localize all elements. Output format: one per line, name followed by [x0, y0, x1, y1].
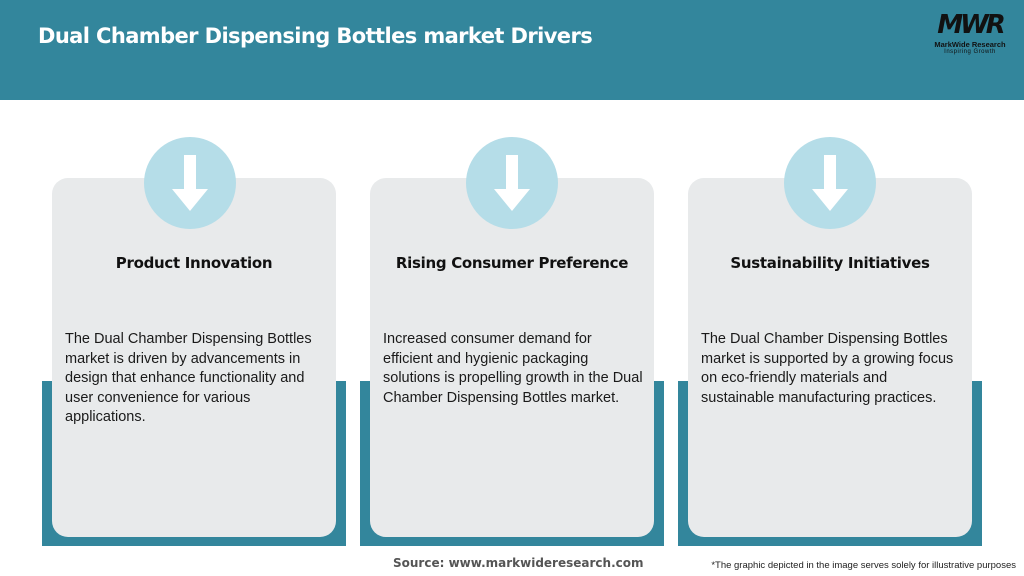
driver-card-rising-consumer-preference: Rising Consumer Preference Increased con… — [370, 178, 654, 537]
card-body: The Dual Chamber Dispensing Bottles mark… — [65, 331, 312, 425]
logo-mark: MWR — [937, 10, 1006, 40]
page-title: Dual Chamber Dispensing Bottles market D… — [38, 24, 593, 48]
driver-card-sustainability-initiatives: Sustainability Initiatives The Dual Cham… — [688, 178, 972, 537]
card-body: Increased consumer demand for efficient … — [383, 331, 643, 406]
card-title: Sustainability Initiatives — [730, 254, 930, 272]
arrow-down-icon — [144, 137, 236, 229]
logo-tagline: Inspiring Growth — [944, 49, 996, 55]
logo: MWR MarkWide Research Inspiring Growth — [924, 10, 1016, 56]
header-banner: Dual Chamber Dispensing Bottles market D… — [0, 0, 1024, 100]
card-body: The Dual Chamber Dispensing Bottles mark… — [701, 331, 954, 406]
logo-name: MarkWide Research — [934, 40, 1006, 49]
arrow-down-icon — [784, 137, 876, 229]
source-text: Source: www.markwideresearch.com — [393, 556, 644, 570]
card-title: Product Innovation — [115, 254, 273, 272]
disclaimer-note: *The graphic depicted in the image serve… — [711, 560, 1016, 571]
card-title: Rising Consumer Preference — [395, 254, 629, 272]
driver-card-product-innovation: Product Innovation The Dual Chamber Disp… — [52, 178, 336, 537]
arrow-down-icon — [466, 137, 558, 229]
